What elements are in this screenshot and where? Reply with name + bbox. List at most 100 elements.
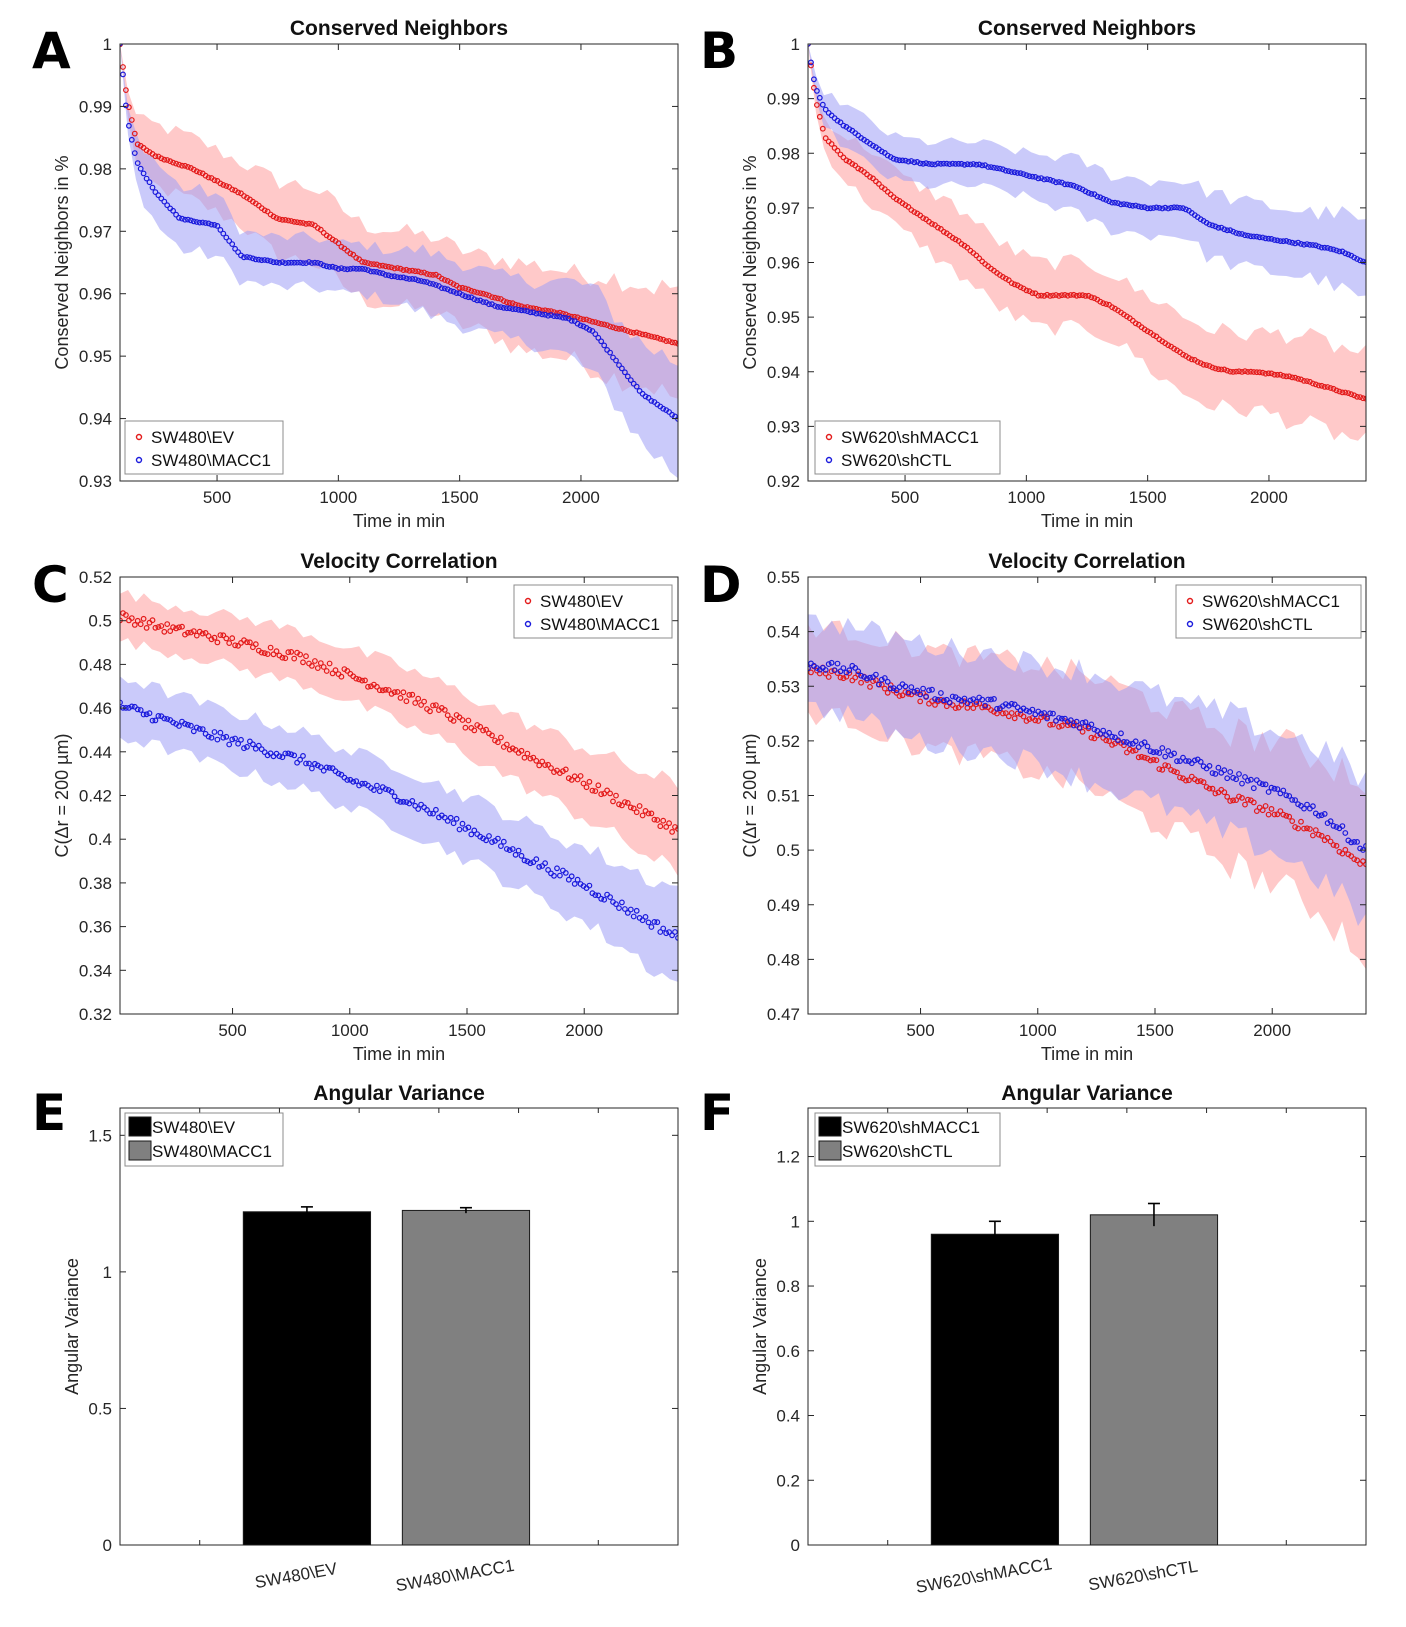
data-point	[580, 316, 587, 323]
data-point	[627, 906, 634, 913]
data-point	[152, 153, 159, 160]
data-point	[376, 687, 383, 694]
data-point	[973, 699, 980, 705]
axes: 0.47 0.48 0.49 0.5 0.51 0.52 0.53 0.54 0.55 500 10…	[740, 568, 1367, 1064]
data-point	[1056, 179, 1062, 185]
data-point	[1120, 742, 1127, 749]
data-point	[128, 615, 135, 621]
data-point	[279, 259, 286, 266]
data-point	[424, 271, 430, 277]
data-point	[557, 313, 563, 320]
x-tick-label: 2000	[1253, 1021, 1291, 1040]
x-tick-label: 500	[891, 488, 919, 507]
data-point	[521, 304, 528, 311]
data-point	[952, 236, 959, 243]
data-point	[229, 635, 236, 642]
data-point	[208, 734, 215, 741]
data-point	[622, 799, 628, 805]
data-point	[359, 258, 366, 265]
data-point	[1053, 179, 1059, 186]
data-point	[586, 882, 593, 889]
y-tick-label: 0.53	[767, 677, 800, 696]
data-point	[645, 332, 652, 339]
data-point	[406, 692, 413, 698]
data-point	[943, 160, 950, 167]
data-point	[811, 76, 817, 83]
data-point	[409, 798, 416, 804]
data-point	[867, 674, 873, 681]
data-point	[1351, 839, 1358, 845]
data-point	[326, 264, 333, 270]
data-point	[264, 651, 271, 657]
data-point	[1304, 378, 1310, 385]
data-point	[450, 281, 457, 288]
data-point	[985, 164, 991, 170]
data-point	[297, 259, 304, 266]
data-point	[279, 216, 286, 223]
data-point	[143, 625, 150, 631]
data-point	[312, 259, 318, 266]
data-point	[379, 687, 386, 694]
data-point	[1277, 371, 1284, 378]
data-point	[1250, 369, 1257, 375]
x-tick-label: 2000	[562, 488, 600, 507]
data-point	[415, 806, 422, 812]
data-point	[338, 265, 345, 272]
data-point	[506, 305, 513, 312]
data-point	[580, 323, 587, 330]
data-point	[997, 707, 1003, 713]
data-point	[1070, 722, 1077, 729]
data-point	[128, 117, 135, 123]
data-point	[613, 792, 619, 799]
data-point	[961, 161, 968, 168]
data-point	[1271, 237, 1278, 243]
data-point	[211, 221, 218, 228]
data-point	[273, 215, 280, 221]
category-label: SW480\EV	[253, 1559, 339, 1592]
data-point	[1256, 369, 1263, 376]
data-point	[155, 713, 162, 719]
data-point	[648, 333, 655, 340]
data-point	[1200, 779, 1207, 786]
data-point	[441, 814, 448, 821]
data-point	[1058, 292, 1065, 299]
data-point	[1330, 246, 1337, 253]
data-point	[595, 334, 602, 341]
data-point	[861, 674, 867, 680]
data-point	[190, 728, 197, 735]
data-point	[1242, 232, 1248, 239]
legend-entry: SW620\shMACC1	[841, 428, 979, 447]
data-point	[935, 160, 941, 167]
legend-entry: SW480\MACC1	[540, 615, 660, 634]
data-point	[1171, 768, 1177, 775]
data-point	[1253, 369, 1260, 376]
data-point	[430, 702, 436, 709]
data-point	[1076, 185, 1083, 192]
panel-letter: C	[32, 556, 69, 614]
data-point	[814, 102, 820, 108]
data-point	[663, 824, 670, 830]
y-tick-label: 0.52	[79, 568, 112, 587]
data-point	[164, 202, 171, 209]
data-point	[255, 742, 262, 749]
data-point	[627, 329, 634, 336]
data-point	[577, 773, 584, 779]
data-point	[1123, 201, 1130, 208]
y-tick-label: 0.96	[79, 285, 112, 304]
data-point	[970, 161, 977, 167]
series-1	[808, 44, 1366, 402]
panel-letter: B	[700, 22, 738, 80]
error-band-1	[120, 590, 678, 877]
data-point	[409, 276, 416, 282]
data-point	[1073, 184, 1080, 190]
data-point	[639, 812, 646, 819]
y-tick-label: 0.38	[79, 874, 112, 893]
data-point	[1351, 856, 1358, 862]
data-point	[1038, 714, 1045, 721]
data-point	[890, 155, 897, 162]
data-point	[926, 160, 932, 167]
data-point	[1100, 727, 1107, 734]
axes: 0 0.5 1 1.5 Angular Variance	[62, 1107, 679, 1555]
data-point	[500, 298, 507, 304]
data-point	[465, 717, 472, 724]
